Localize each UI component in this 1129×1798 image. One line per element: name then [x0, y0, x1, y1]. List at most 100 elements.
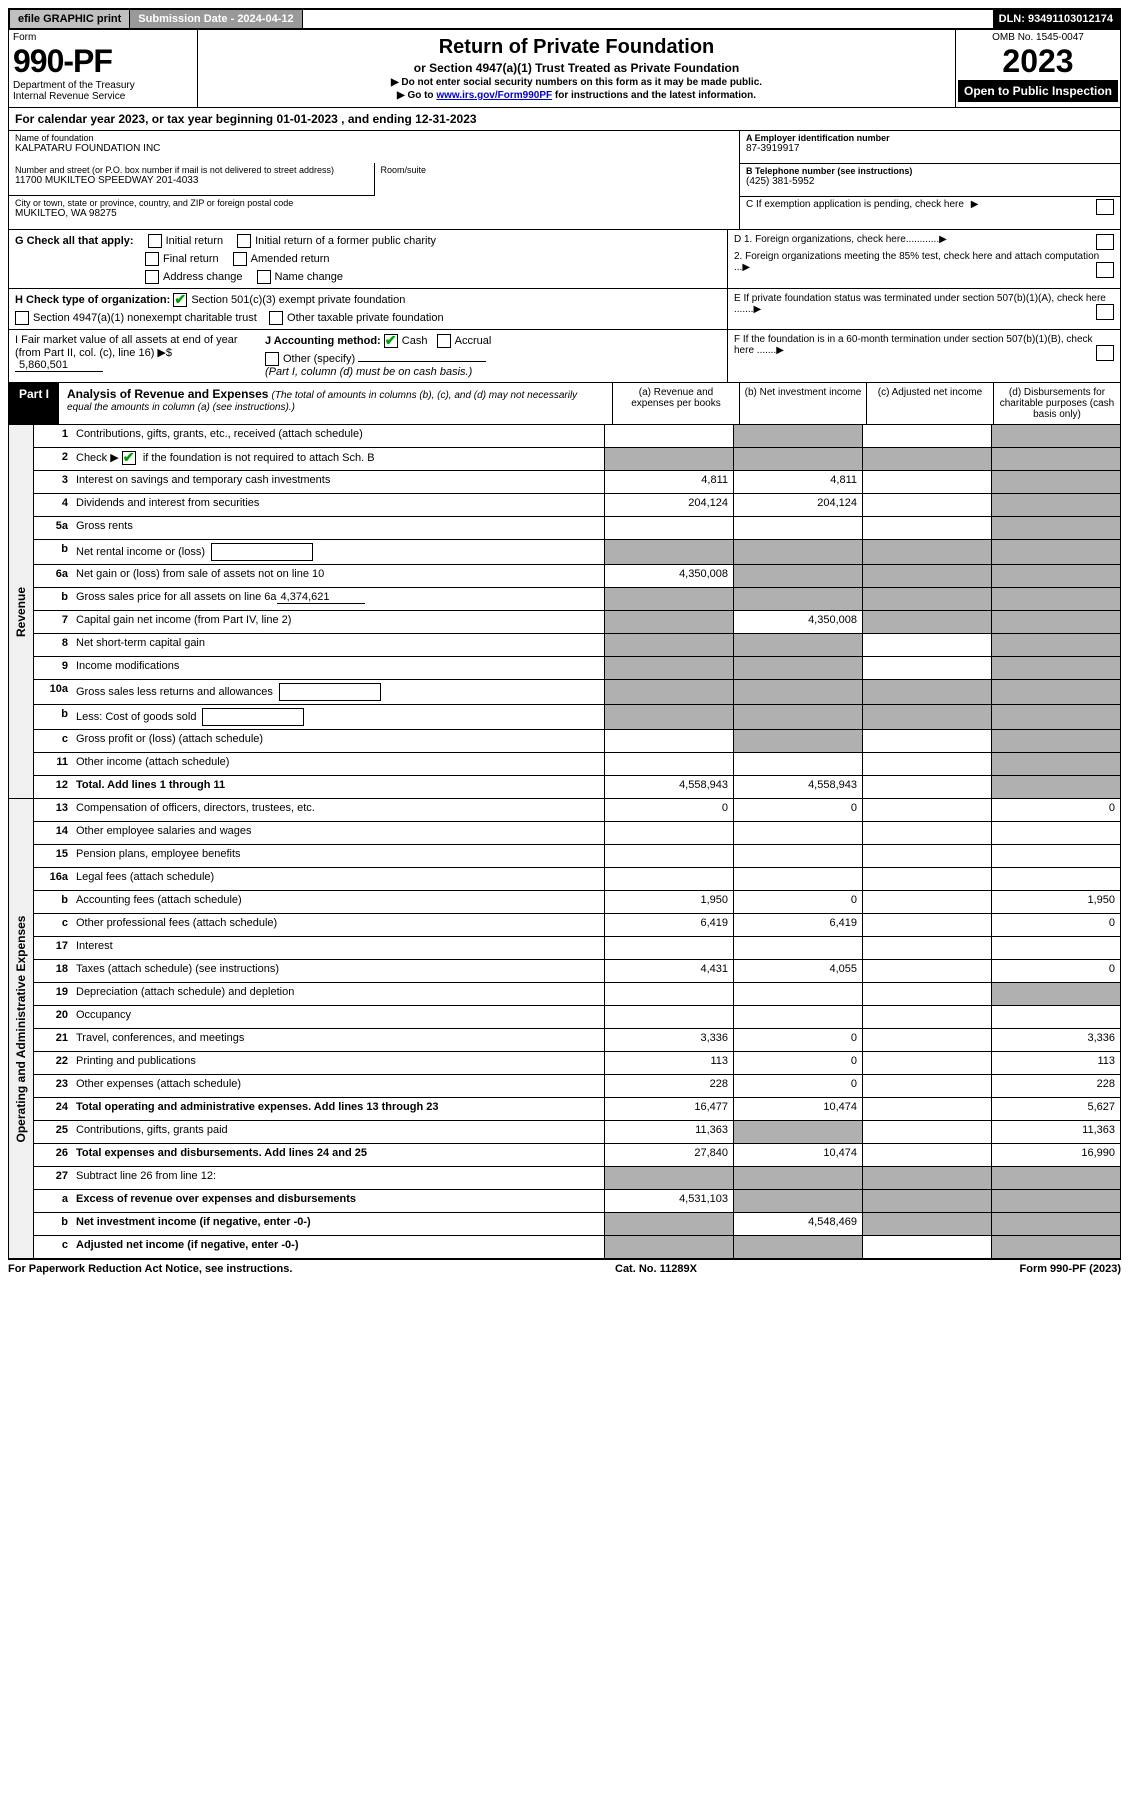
line-6a: Net gain or (loss) from sale of assets n… [72, 565, 604, 587]
line-14: Other employee salaries and wages [72, 822, 604, 844]
submission-date: Submission Date - 2024-04-12 [130, 10, 302, 28]
s501c3-checkbox[interactable] [173, 293, 187, 307]
initial-return-checkbox[interactable] [148, 234, 162, 248]
line-17: Interest [72, 937, 604, 959]
tax-year: 2023 [958, 43, 1118, 80]
line-26: Total expenses and disbursements. Add li… [72, 1144, 604, 1166]
line-24: Total operating and administrative expen… [72, 1098, 604, 1120]
line-22: Printing and publications [72, 1052, 604, 1074]
city-state-zip: MUKILTEO, WA 98275 [15, 208, 733, 219]
line-27: Subtract line 26 from line 12: [72, 1167, 604, 1189]
f-checkbox[interactable] [1096, 345, 1114, 361]
section-g-d-row: G Check all that apply: Initial return I… [8, 230, 1121, 289]
revenue-side-label: Revenue [9, 425, 34, 798]
top-bar: efile GRAPHIC print Submission Date - 20… [8, 8, 1121, 30]
ein-value: 87-3919917 [746, 143, 1114, 154]
phone-label: B Telephone number (see instructions) [746, 166, 1114, 176]
final-return-checkbox[interactable] [145, 252, 159, 266]
exemption-pending-label: C If exemption application is pending, c… [746, 199, 964, 210]
j-label: J Accounting method: [265, 335, 381, 347]
line-27c: Adjusted net income (if negative, enter … [72, 1236, 604, 1258]
calendar-year-row: For calendar year 2023, or tax year begi… [8, 108, 1121, 131]
form-label: Form [13, 32, 193, 43]
d2-checkbox[interactable] [1096, 262, 1114, 278]
page-footer: For Paperwork Reduction Act Notice, see … [8, 1259, 1121, 1278]
line-1: Contributions, gifts, grants, etc., rece… [72, 425, 604, 447]
form-footer-label: Form 990-PF (2023) [1020, 1263, 1121, 1275]
line-15: Pension plans, employee benefits [72, 845, 604, 867]
e-checkbox[interactable] [1096, 304, 1114, 320]
form-number: 990-PF [13, 43, 193, 80]
dln-label: DLN: 93491103012174 [993, 10, 1119, 28]
foundation-name: KALPATARU FOUNDATION INC [15, 143, 733, 154]
paperwork-notice: For Paperwork Reduction Act Notice, see … [8, 1263, 292, 1275]
line-3: Interest on savings and temporary cash i… [72, 471, 604, 493]
d1-label: D 1. Foreign organizations, check here..… [734, 234, 939, 245]
i-label: I Fair market value of all assets at end… [15, 334, 238, 359]
revenue-section: Revenue 1Contributions, gifts, grants, e… [8, 425, 1121, 799]
exemption-pending-checkbox[interactable] [1096, 199, 1114, 215]
line-5b: Net rental income or (loss) [72, 540, 604, 564]
line-27a: Excess of revenue over expenses and disb… [72, 1190, 604, 1212]
part-i-tab: Part I [9, 383, 59, 424]
form-title: Return of Private Foundation [202, 36, 951, 59]
part-i-title: Analysis of Revenue and Expenses [67, 387, 268, 401]
col-d-header: (d) Disbursements for charitable purpose… [993, 383, 1120, 424]
initial-public-checkbox[interactable] [237, 234, 251, 248]
cat-number: Cat. No. 11289X [615, 1263, 697, 1275]
address-change-checkbox[interactable] [145, 270, 159, 284]
foundation-name-label: Name of foundation [15, 133, 733, 143]
street-address: 11700 MUKILTEO SPEEDWAY 201-4033 [15, 175, 368, 186]
line-19: Depreciation (attach schedule) and deple… [72, 983, 604, 1005]
col-b-header: (b) Net investment income [739, 383, 866, 424]
expenses-section: Operating and Administrative Expenses 13… [8, 799, 1121, 1259]
line-18: Taxes (attach schedule) (see instruction… [72, 960, 604, 982]
line-10b: Less: Cost of goods sold [72, 705, 604, 729]
irs-link[interactable]: www.irs.gov/Form990PF [436, 90, 552, 101]
line-9: Income modifications [72, 657, 604, 679]
line-13: Compensation of officers, directors, tru… [72, 799, 604, 821]
line-12: Total. Add lines 1 through 11 [72, 776, 604, 798]
other-method-checkbox[interactable] [265, 352, 279, 366]
irs-label: Internal Revenue Service [13, 91, 193, 102]
open-public-badge: Open to Public Inspection [958, 80, 1118, 102]
line-10a: Gross sales less returns and allowances [72, 680, 604, 704]
name-change-checkbox[interactable] [257, 270, 271, 284]
room-suite-label: Room/suite [381, 165, 734, 175]
ssn-warning: ▶ Do not enter social security numbers o… [202, 77, 951, 88]
section-h-e-row: H Check type of organization: Section 50… [8, 289, 1121, 330]
goto-note: ▶ Go to www.irs.gov/Form990PF for instru… [202, 90, 951, 101]
cash-basis-note: (Part I, column (d) must be on cash basi… [265, 366, 472, 378]
other-taxable-checkbox[interactable] [269, 311, 283, 325]
fair-market-value: 5,860,501 [15, 359, 103, 372]
info-grid: Name of foundation KALPATARU FOUNDATION … [8, 131, 1121, 230]
line-4: Dividends and interest from securities [72, 494, 604, 516]
line-27b: Net investment income (if negative, ente… [72, 1213, 604, 1235]
accrual-checkbox[interactable] [437, 334, 451, 348]
cash-checkbox[interactable] [384, 334, 398, 348]
e-label: E If private foundation status was termi… [734, 293, 1106, 315]
line-2: Check ▶ if the foundation is not require… [72, 448, 604, 470]
section-ij-f-row: I Fair market value of all assets at end… [8, 330, 1121, 383]
s4947-checkbox[interactable] [15, 311, 29, 325]
omb-number: OMB No. 1545-0047 [958, 32, 1118, 43]
phone-value: (425) 381-5952 [746, 176, 1114, 187]
line-16a: Legal fees (attach schedule) [72, 868, 604, 890]
line-21: Travel, conferences, and meetings [72, 1029, 604, 1051]
amended-return-checkbox[interactable] [233, 252, 247, 266]
line-10c: Gross profit or (loss) (attach schedule) [72, 730, 604, 752]
line-11: Other income (attach schedule) [72, 753, 604, 775]
line-23: Other expenses (attach schedule) [72, 1075, 604, 1097]
line-6b: Gross sales price for all assets on line… [72, 588, 604, 610]
sch-b-checkbox[interactable] [122, 451, 136, 465]
f-label: F If the foundation is in a 60-month ter… [734, 334, 1093, 356]
dept-treasury: Department of the Treasury [13, 80, 193, 91]
efile-print-button[interactable]: efile GRAPHIC print [10, 10, 130, 28]
expenses-side-label: Operating and Administrative Expenses [9, 799, 34, 1258]
line-7: Capital gain net income (from Part IV, l… [72, 611, 604, 633]
h-label: H Check type of organization: [15, 294, 170, 306]
form-header: Form 990-PF Department of the Treasury I… [8, 30, 1121, 108]
line-16c: Other professional fees (attach schedule… [72, 914, 604, 936]
d1-checkbox[interactable] [1096, 234, 1114, 250]
other-specify-field[interactable] [358, 361, 486, 362]
